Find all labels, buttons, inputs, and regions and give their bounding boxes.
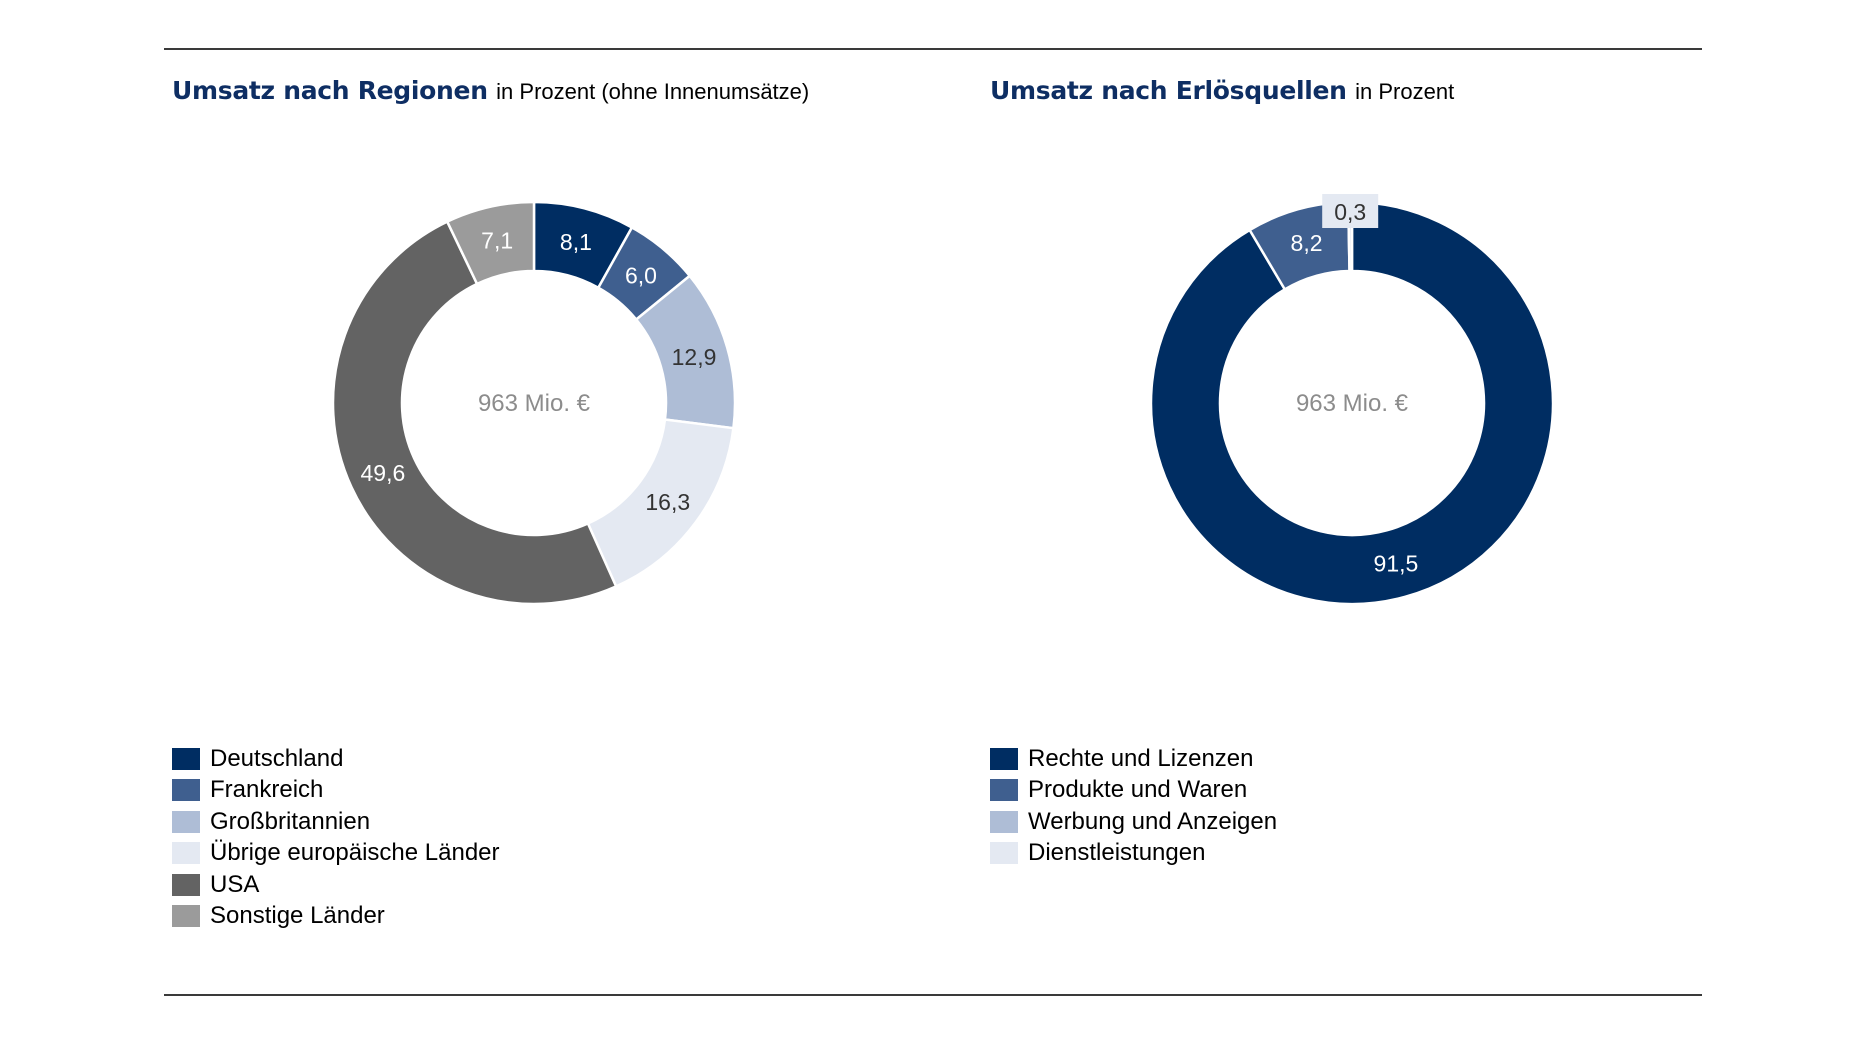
- donut-slice-sonstige-lander: [445, 200, 536, 286]
- chart-panel-regions: Umsatz nach Regionen in Prozent (ohne In…: [164, 0, 944, 1042]
- legend-label: Werbung und Anzeigen: [1028, 807, 1278, 835]
- legend-item-frankreich: Frankreich: [172, 775, 500, 807]
- center-total-label: 963 Mio. €: [478, 390, 591, 417]
- donut-slice-rechte-und-lizenzen: [1149, 200, 1555, 606]
- legend-swatch: [990, 747, 1018, 770]
- legend-swatch: [172, 779, 200, 802]
- legend-item-sonstige-lander: Sonstige Länder: [172, 901, 500, 933]
- chart-panel-revenue-sources: Umsatz nach Erlösquellen in Prozent 91,5…: [982, 0, 1762, 1042]
- legend-label: Produkte und Waren: [1028, 776, 1248, 804]
- chart-title-sub: in Prozent: [1355, 79, 1455, 104]
- chart-title-sub: in Prozent (ohne Innenumsätze): [496, 79, 810, 104]
- legend-label: Frankreich: [210, 776, 324, 804]
- legend-label: Sonstige Länder: [210, 902, 385, 930]
- legend-swatch: [172, 905, 200, 928]
- chart-legend: Rechte und Lizenzen Produkte und Waren Wer…: [990, 743, 1277, 869]
- data-label-grossbritannien: 12,9: [672, 344, 717, 370]
- data-label-usa: 49,6: [361, 460, 406, 486]
- legend-swatch: [172, 873, 200, 896]
- legend-item-dienstleistungen: Dienstleistungen: [990, 838, 1277, 870]
- chart-title: Umsatz nach Regionen in Prozent (ohne In…: [172, 76, 809, 105]
- legend-label: USA: [210, 870, 260, 898]
- legend-item-grossbritannien: Großbritannien: [172, 806, 500, 838]
- legend-item-deutschland: Deutschland: [172, 743, 500, 775]
- data-label-deutschland: 8,1: [560, 229, 592, 255]
- chart-title-main: Umsatz nach Regionen: [172, 76, 488, 105]
- data-label-sonstige-lander: 7,1: [481, 228, 513, 254]
- legend-swatch: [990, 842, 1018, 865]
- data-label-ubrige-europaische-lander: 16,3: [645, 489, 690, 515]
- legend-swatch: [990, 779, 1018, 802]
- data-label-frankreich: 6,0: [625, 262, 657, 288]
- chart-legend: Deutschland Frankreich Großbritannien Übrig…: [172, 743, 500, 932]
- legend-item-ubrige-europaische-lander: Übrige europäische Länder: [172, 838, 500, 870]
- legend-swatch: [172, 747, 200, 770]
- legend-label: Dienstleistungen: [1028, 839, 1206, 867]
- legend-item-rechte-und-lizenzen: Rechte und Lizenzen: [990, 743, 1277, 775]
- chart-title-main: Umsatz nach Erlösquellen: [990, 76, 1347, 105]
- data-label-rechte-und-lizenzen: 91,5: [1374, 551, 1419, 577]
- donut-slice-usa: [331, 220, 618, 606]
- legend-item-produkte-und-waren: Produkte und Waren: [990, 775, 1277, 807]
- legend-label: Übrige europäische Länder: [210, 839, 500, 867]
- legend-swatch: [990, 810, 1018, 833]
- legend-swatch: [172, 810, 200, 833]
- donut-chart: 8,1 6,0 12,9 16,3 49,6 7,1 963 Mio. €: [331, 200, 737, 606]
- legend-label: Großbritannien: [210, 807, 371, 835]
- legend-label: Deutschland: [210, 744, 344, 772]
- donut-chart: 91,5 8,2 0,3 963 Mio. €: [1149, 194, 1555, 606]
- legend-label: Rechte und Lizenzen: [1028, 744, 1254, 772]
- top-divider: [164, 48, 1702, 50]
- center-total-label: 963 Mio. €: [1296, 390, 1409, 417]
- legend-swatch: [172, 842, 200, 865]
- data-label-produkte-und-waren: 8,2: [1291, 230, 1323, 256]
- data-label-dienstleistungen: 0,3: [1334, 199, 1366, 225]
- bottom-divider: [164, 994, 1702, 996]
- data-label-background: [1322, 194, 1379, 229]
- chart-title: Umsatz nach Erlösquellen in Prozent: [990, 76, 1454, 105]
- legend-item-werbung-und-anzeigen: Werbung und Anzeigen: [990, 806, 1277, 838]
- legend-item-usa: USA: [172, 869, 500, 901]
